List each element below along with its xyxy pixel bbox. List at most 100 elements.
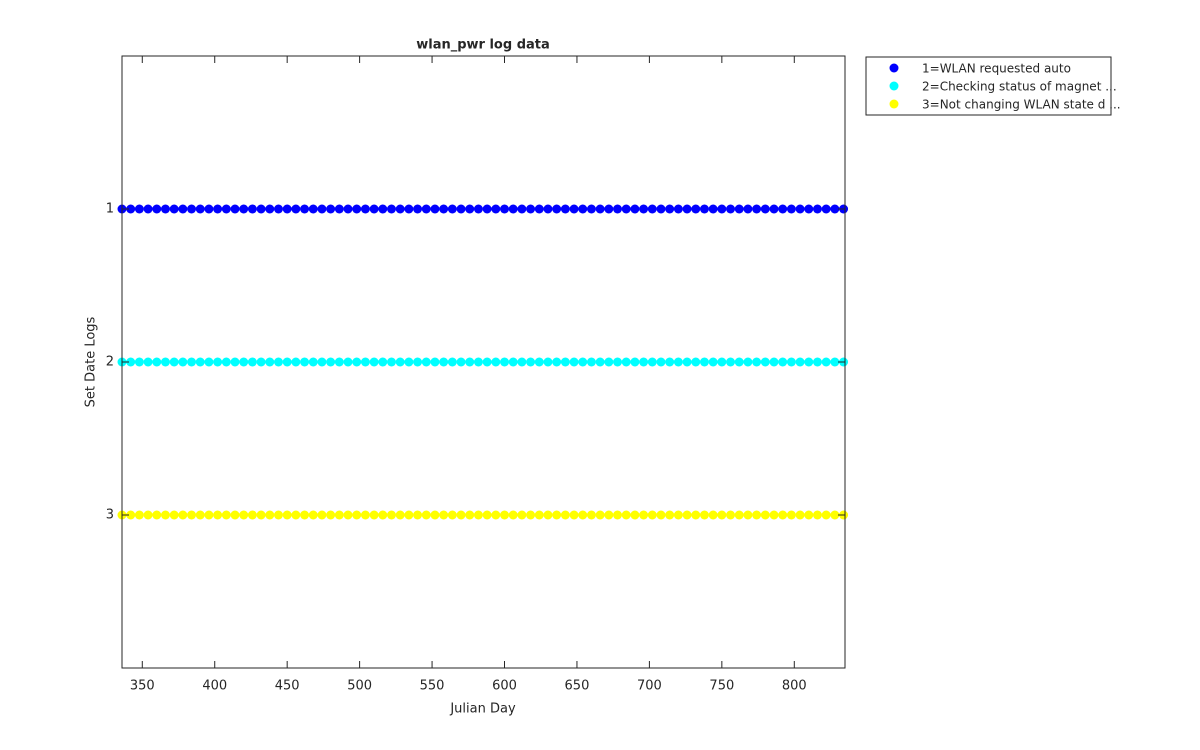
point: [760, 510, 770, 520]
point: [300, 510, 310, 520]
point: [282, 204, 292, 214]
point: [812, 510, 822, 520]
point: [656, 510, 666, 520]
point: [717, 510, 727, 520]
point: [473, 510, 483, 520]
point: [439, 204, 449, 214]
point: [517, 357, 527, 367]
y-tick-label: 2: [106, 355, 114, 370]
point: [221, 510, 231, 520]
point: [256, 357, 266, 367]
point: [386, 204, 396, 214]
point: [395, 357, 405, 367]
point: [439, 357, 449, 367]
point: [404, 510, 414, 520]
point: [543, 510, 553, 520]
point: [126, 357, 136, 367]
point: [456, 204, 466, 214]
point: [699, 510, 709, 520]
point: [152, 510, 162, 520]
point: [595, 204, 605, 214]
point: [604, 357, 614, 367]
point: [595, 357, 605, 367]
point: [682, 357, 692, 367]
point: [760, 204, 770, 214]
point: [195, 357, 205, 367]
x-tick-label: 350: [130, 679, 155, 694]
point: [378, 510, 388, 520]
point: [221, 357, 231, 367]
point: [647, 204, 657, 214]
point: [778, 204, 788, 214]
point: [282, 357, 292, 367]
point: [352, 357, 362, 367]
point: [413, 204, 423, 214]
point: [673, 204, 683, 214]
point: [586, 357, 596, 367]
point: [526, 204, 536, 214]
point: [630, 357, 640, 367]
point: [786, 204, 796, 214]
point: [534, 204, 544, 214]
point: [178, 510, 188, 520]
point: [265, 510, 275, 520]
point: [334, 204, 344, 214]
point: [482, 204, 492, 214]
point: [578, 510, 588, 520]
point: [656, 204, 666, 214]
point: [473, 357, 483, 367]
y-tick-label: 1: [106, 202, 114, 217]
point: [691, 510, 701, 520]
point: [169, 204, 179, 214]
point: [134, 204, 144, 214]
point: [343, 357, 353, 367]
point: [430, 510, 440, 520]
x-tick-label: 800: [782, 679, 807, 694]
point: [213, 204, 223, 214]
point: [204, 510, 214, 520]
point: [256, 510, 266, 520]
point: [621, 510, 631, 520]
x-tick-label: 450: [275, 679, 300, 694]
point: [734, 204, 744, 214]
point: [500, 357, 510, 367]
point: [769, 510, 779, 520]
point: [639, 510, 649, 520]
point: [726, 357, 736, 367]
point: [430, 357, 440, 367]
point: [143, 510, 153, 520]
point: [256, 204, 266, 214]
point: [491, 510, 501, 520]
point: [221, 204, 231, 214]
point: [665, 357, 675, 367]
point: [708, 357, 718, 367]
point: [717, 204, 727, 214]
point: [134, 357, 144, 367]
point: [247, 357, 257, 367]
point: [552, 357, 562, 367]
point: [752, 357, 762, 367]
point: [526, 357, 536, 367]
point: [482, 510, 492, 520]
point: [334, 510, 344, 520]
point: [413, 357, 423, 367]
point: [613, 357, 623, 367]
point: [291, 510, 301, 520]
point: [465, 510, 475, 520]
point: [187, 510, 197, 520]
point: [482, 357, 492, 367]
point: [326, 510, 336, 520]
point: [804, 510, 814, 520]
point: [491, 357, 501, 367]
point: [247, 510, 257, 520]
point: [795, 204, 805, 214]
point: [578, 357, 588, 367]
point: [395, 204, 405, 214]
point: [552, 204, 562, 214]
point: [752, 204, 762, 214]
point: [639, 204, 649, 214]
point: [508, 357, 518, 367]
point: [795, 510, 805, 520]
x-tick-label: 600: [492, 679, 517, 694]
point: [743, 510, 753, 520]
